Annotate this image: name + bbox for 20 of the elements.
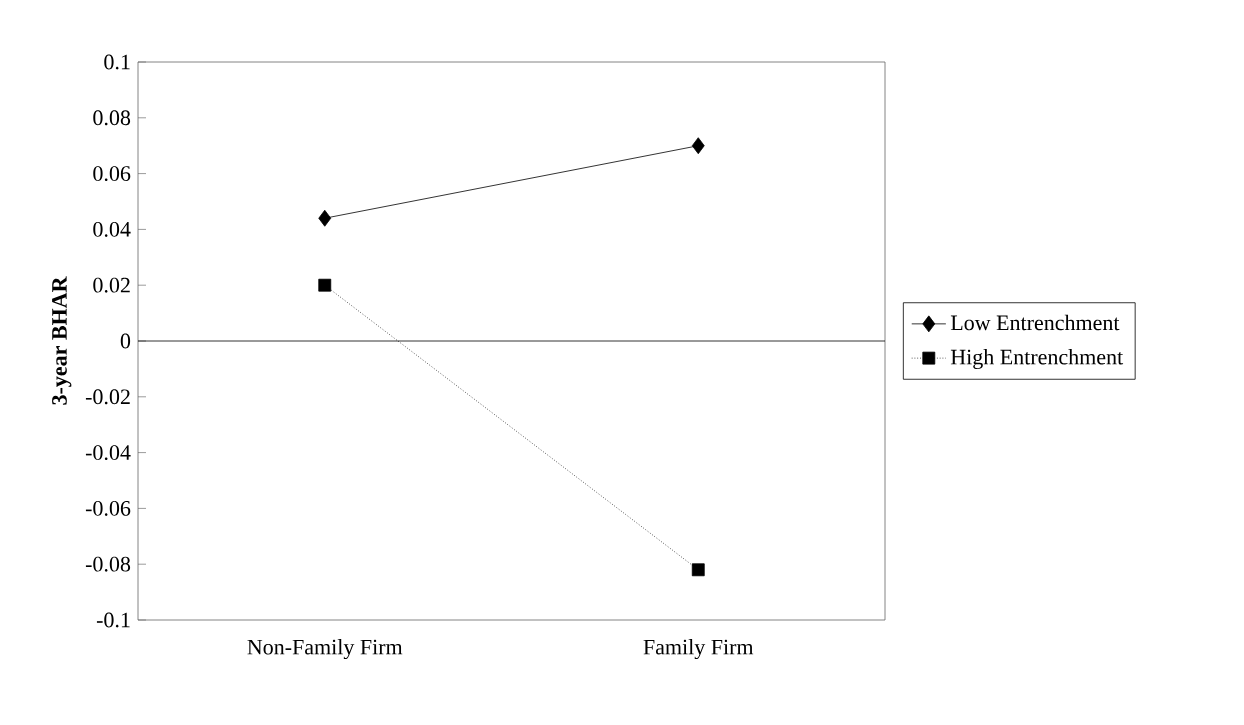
y-tick-label: 0.02: [93, 277, 130, 293]
y-tick-label: 0: [120, 333, 131, 349]
y-axis-title: 3-year BHAR: [52, 276, 72, 405]
x-tick-label: Family Firm: [643, 639, 754, 660]
x-tick-label: Non-Family Firm: [247, 639, 403, 660]
y-tick-label: 0.1: [104, 54, 130, 70]
legend-label: High Entrenchment: [950, 349, 1124, 369]
y-tick-label: -0.06: [85, 500, 131, 516]
y-tick-label: 0.08: [93, 110, 131, 126]
y-tick-label: -0.02: [85, 389, 130, 405]
y-tick-label: -0.1: [96, 612, 130, 628]
y-tick-label: -0.08: [85, 556, 131, 572]
y-tick-label: -0.04: [85, 445, 131, 461]
point: [318, 278, 332, 292]
point: [691, 137, 705, 155]
point: [691, 563, 705, 577]
legend-label: Low Entrenchment: [950, 314, 1120, 331]
y-tick-label: 0.04: [93, 221, 131, 237]
point: [318, 209, 332, 227]
y-tick-label: 0.06: [93, 166, 131, 182]
